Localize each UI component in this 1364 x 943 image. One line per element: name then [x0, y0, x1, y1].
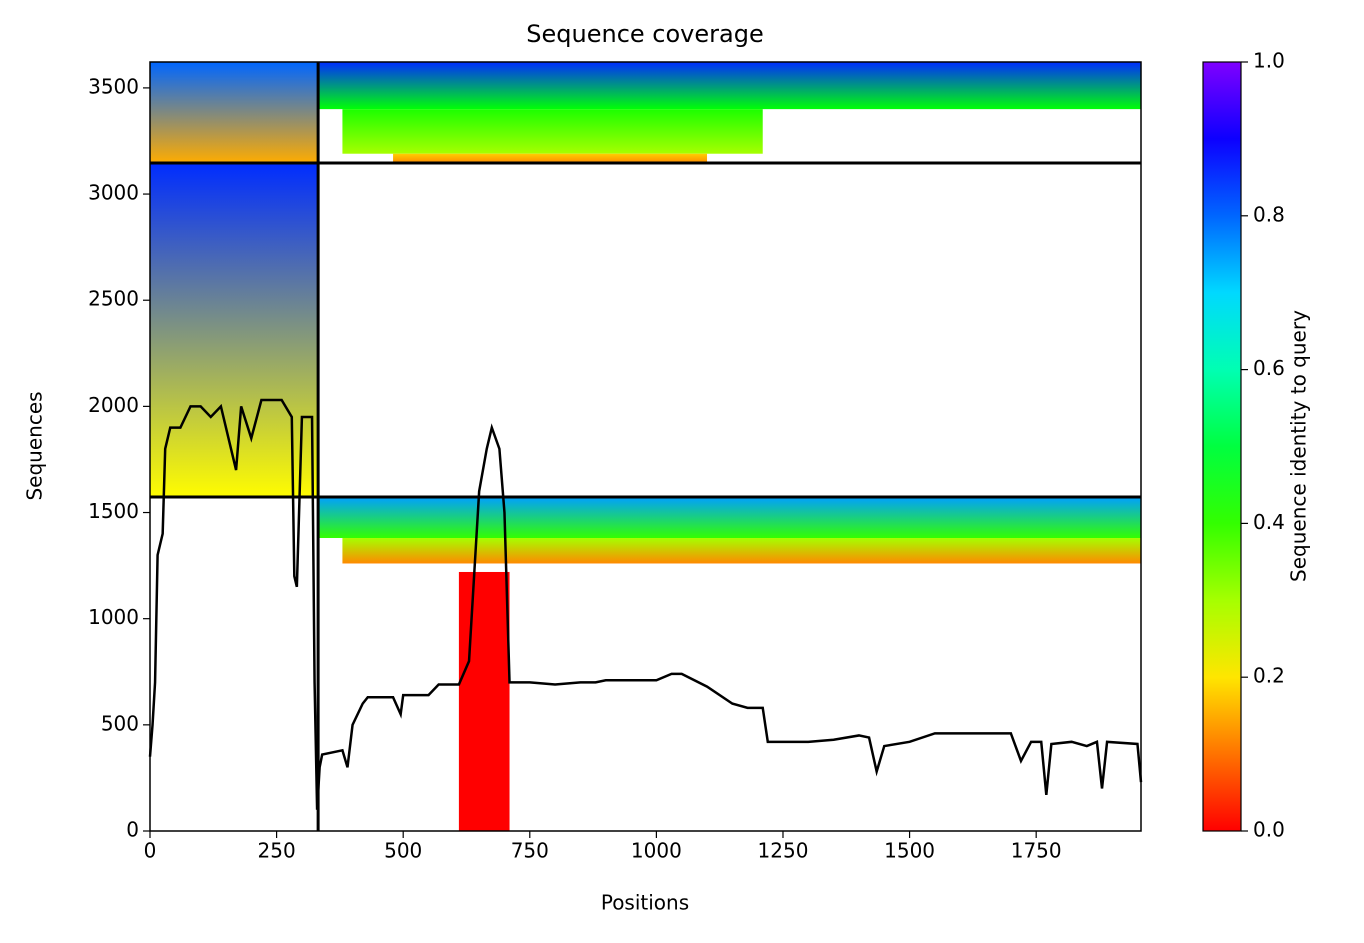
y-tick-label: 3500 — [88, 74, 139, 98]
coverage-block — [342, 538, 1141, 564]
y-tick-label: 1500 — [88, 499, 139, 523]
y-tick-label: 500 — [101, 711, 139, 735]
colorbar-tick-label: 0.4 — [1253, 510, 1285, 534]
coverage-block — [318, 497, 1141, 539]
coverage-block — [342, 109, 763, 154]
coverage-block — [393, 153, 708, 164]
x-tick-label: 1250 — [758, 839, 809, 863]
coverage-line — [148, 398, 1143, 810]
y-tick-label: 2000 — [88, 393, 139, 417]
coverage-block — [458, 571, 510, 831]
y-axis-label: Sequences — [23, 391, 47, 500]
x-tick-label: 1750 — [1011, 839, 1062, 863]
colorbar-tick-label: 0.2 — [1253, 664, 1285, 688]
plot-frame — [149, 61, 1142, 832]
x-axis-label: Positions — [601, 891, 689, 915]
colorbar-label: Sequence identity to query — [1287, 310, 1311, 582]
y-tick-label: 2500 — [88, 287, 139, 311]
coverage-block — [150, 62, 319, 164]
colorbar-tick-label: 0.6 — [1253, 356, 1285, 380]
x-tick-label: 0 — [144, 839, 157, 863]
x-tick-label: 500 — [384, 839, 422, 863]
coverage-block — [150, 163, 319, 498]
x-tick-label: 1000 — [631, 839, 682, 863]
x-tick-label: 1500 — [884, 839, 935, 863]
y-tick-label: 0 — [126, 818, 139, 842]
colorbar-tick-label: 0.8 — [1253, 202, 1285, 226]
x-tick-label: 250 — [258, 839, 296, 863]
colorbar-tick-label: 0.0 — [1253, 818, 1285, 842]
chart-title: Sequence coverage — [526, 20, 763, 48]
y-tick-label: 3000 — [88, 181, 139, 205]
x-tick-label: 750 — [511, 839, 549, 863]
y-tick-label: 1000 — [88, 605, 139, 629]
coverage-block — [318, 62, 1141, 110]
colorbar-tick-label: 1.0 — [1253, 49, 1285, 73]
colorbar — [1202, 61, 1242, 832]
